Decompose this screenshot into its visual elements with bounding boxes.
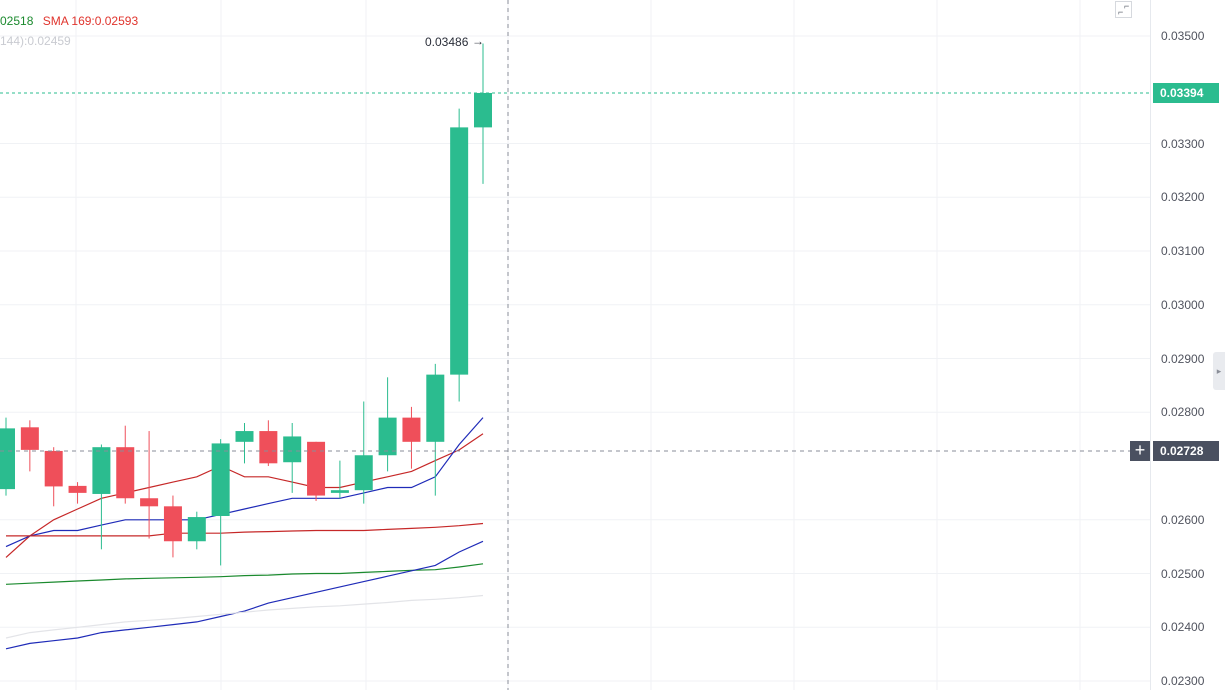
ma-line-6 (5, 594, 484, 639)
moving-average-lines (5, 417, 484, 650)
candle-body (235, 431, 254, 442)
price-tick-label: 0.02500 (1161, 566, 1205, 581)
candle-body (330, 490, 349, 493)
candle-body (140, 498, 159, 507)
candle-body (283, 436, 302, 463)
price-tick-label: 0.02300 (1161, 674, 1205, 688)
ma-line-2 (5, 417, 484, 548)
candle-body (92, 447, 111, 494)
price-tick-label: 0.02600 (1161, 512, 1205, 527)
last-price-tag: 0.03394 (1153, 82, 1219, 103)
candle-body (378, 417, 397, 456)
add-alert-plus-icon[interactable]: + (1130, 440, 1150, 461)
legend-item-sma-green[interactable]: 02518 (0, 14, 34, 28)
legend-item-faded[interactable]: 144):0.02459 (0, 34, 71, 48)
legend-item-sma-169[interactable]: SMA 169:0.02593 (42, 14, 139, 28)
candle-body (211, 443, 230, 516)
ma-line-3 (6, 522, 484, 537)
candle-body (259, 431, 278, 464)
price-tick-label: 0.03500 (1161, 29, 1205, 43)
panel-collapse-icon[interactable]: ▸ (1213, 352, 1225, 390)
horizontal-grid (0, 35, 1150, 682)
price-tick-label: 0.03100 (1161, 244, 1205, 258)
high-price-arrow-icon: → (472, 34, 484, 48)
candlesticks (0, 43, 492, 566)
ma-line-4 (5, 563, 484, 585)
candle-body (402, 417, 421, 442)
candle-body (0, 428, 15, 490)
candle-body (187, 517, 206, 542)
chart-area[interactable]: 02518 SMA 169:0.02593 144):0.02459 0.034… (0, 0, 1150, 690)
candle-body (474, 92, 492, 128)
candle-body (450, 127, 469, 375)
candle-body (426, 374, 445, 442)
indicator-legend: 02518 SMA 169:0.02593 (0, 14, 138, 28)
price-tick-label: 0.02800 (1161, 405, 1205, 420)
chart-overlays (0, 0, 1150, 690)
candle-body (116, 447, 135, 499)
candle-body (163, 506, 182, 542)
price-tick-label: 0.02400 (1161, 620, 1205, 635)
price-tick-label: 0.03300 (1161, 136, 1205, 151)
high-price-label: 0.03486 (425, 35, 469, 49)
candle-body (307, 441, 326, 496)
ma-line-1 (5, 433, 484, 558)
candle-body (68, 485, 87, 493)
ma-line-5 (5, 540, 484, 650)
crosshair-price-tag: 0.02728 (1153, 440, 1219, 461)
candle-body (44, 450, 63, 487)
fullscreen-toggle-icon[interactable]: ⌐ ⌐ (1115, 1, 1132, 18)
price-tick-label: 0.02900 (1161, 351, 1205, 366)
price-tick-label: 0.03000 (1161, 297, 1205, 312)
chart-plot[interactable] (0, 0, 1150, 690)
vertical-grid (75, 0, 1081, 690)
price-tick-label: 0.03200 (1161, 190, 1205, 205)
candle-body (20, 427, 39, 450)
candle-body (354, 455, 373, 491)
price-axis[interactable]: 0.03500 0.03300 0.03200 0.03100 0.03000 0.029… (1150, 0, 1225, 690)
